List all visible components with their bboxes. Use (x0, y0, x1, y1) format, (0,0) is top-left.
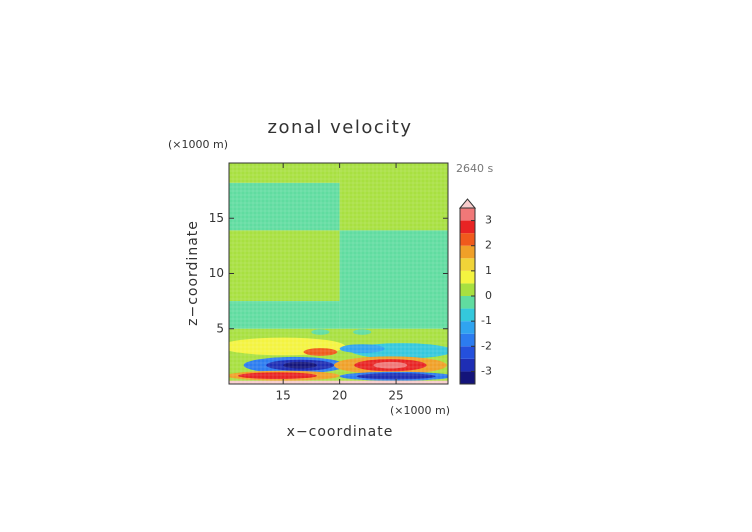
colorbar-tick-label: -2 (481, 339, 492, 352)
colorbar-segment (460, 220, 475, 234)
colorbar-segment (460, 296, 475, 309)
contour-blob (353, 329, 372, 335)
colorbar-segment (460, 333, 475, 347)
x-unit-label: (×1000 m) (390, 404, 450, 417)
colorbar-segment (460, 283, 475, 296)
colorbar-segment (460, 258, 475, 271)
time-annotation: 2640 s (456, 162, 493, 175)
y-tick-label: 10 (209, 266, 224, 280)
colorbar-segment (460, 270, 475, 284)
colorbar-segment (460, 321, 475, 334)
y-tick-label: 15 (209, 211, 224, 225)
colorbar-segment (460, 233, 475, 246)
colorbar-segment (460, 346, 475, 359)
colorbar-segment (460, 358, 475, 372)
colorbar-extend (458, 198, 477, 209)
colorbar-tick-label: -1 (481, 314, 492, 327)
x-tick-label: 20 (332, 389, 347, 403)
contour-blob (238, 372, 318, 380)
contour-region (339, 163, 448, 231)
y-tick-label: 5 (216, 321, 224, 335)
contour-blob (311, 329, 330, 335)
x-axis-label: x−coordinate (287, 424, 394, 440)
contour-region (339, 230, 448, 329)
contour-region (229, 182, 340, 231)
colorbar-segment (460, 371, 475, 384)
contour-region (229, 163, 340, 183)
contour-region (229, 301, 340, 329)
contour-blob (283, 361, 318, 369)
colorbar-tick-label: -3 (481, 364, 492, 377)
contour-blob (356, 373, 436, 380)
colorbar-segment (460, 245, 475, 259)
chart-title: zonal velocity (268, 117, 413, 138)
x-tick-label: 25 (388, 389, 403, 403)
y-axis-label: z−coordinate (185, 220, 201, 326)
x-tick-label: 15 (276, 389, 291, 403)
colorbar-tick-label: 3 (485, 214, 492, 227)
colorbar-tick-label: 0 (485, 289, 492, 302)
contour-blob (303, 348, 338, 356)
y-unit-label: (×1000 m) (168, 138, 228, 151)
colorbar-segment (460, 208, 475, 221)
contour-region (229, 380, 448, 384)
colorbar-tick-label: 2 (485, 239, 492, 252)
contour-blob (339, 344, 385, 354)
axes: 15 20 25 5 10 15 -3 -2 -1 0 1 2 3 (209, 162, 492, 403)
contour-region (229, 230, 340, 302)
contour-field (229, 163, 448, 384)
contour-blob (373, 361, 408, 369)
colorbar-tick-label: 1 (485, 264, 492, 277)
colorbar-segment (460, 308, 475, 322)
